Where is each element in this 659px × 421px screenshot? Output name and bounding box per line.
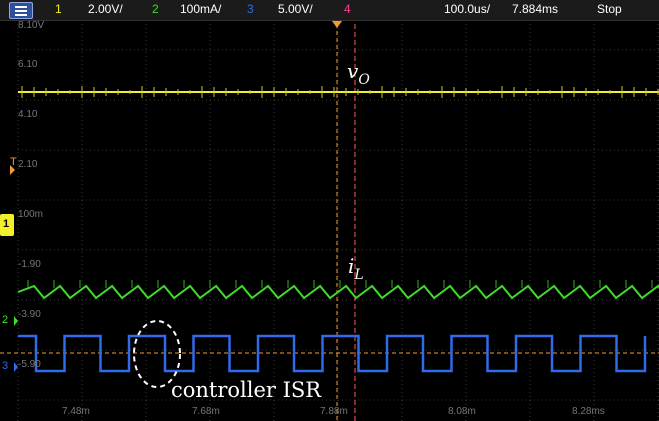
ch4-number[interactable]: 4 xyxy=(344,2,351,16)
timebase-setting[interactable]: 100.0us/ xyxy=(444,2,491,16)
y-label-6: -3.90 xyxy=(18,309,41,320)
il-annotation: iL xyxy=(348,254,364,283)
x-label-3: 8.08m xyxy=(448,406,476,417)
y-label-0: 8.10V xyxy=(18,20,45,31)
y-label-3: 2.10 xyxy=(18,159,38,170)
ch1-ground-marker[interactable] xyxy=(0,214,14,236)
x-label-1: 7.68m xyxy=(192,406,220,417)
x-label-0: 7.48m xyxy=(62,406,90,417)
ch2-noise-spikes xyxy=(27,280,653,288)
ch2-trace xyxy=(17,284,659,300)
trigger-position-icon[interactable] xyxy=(332,21,342,28)
ch3-ground-label: 3 xyxy=(2,360,9,372)
ch2-number[interactable]: 2 xyxy=(152,2,159,16)
trigger-level-label: T xyxy=(10,156,17,168)
ch3-number[interactable]: 3 xyxy=(247,2,254,16)
isr-highlight-circle xyxy=(133,320,181,388)
ch3-trace xyxy=(18,334,647,373)
ch1-scale[interactable]: 2.00V/ xyxy=(88,2,123,16)
y-label-4: 100m xyxy=(18,209,44,220)
ch1-number[interactable]: 1 xyxy=(55,2,62,16)
delay-setting[interactable]: 7.884ms xyxy=(512,2,559,16)
vo-annotation: vO xyxy=(347,59,370,88)
trigger-level-marker[interactable] xyxy=(10,165,15,175)
ch3-scale[interactable]: 5.00V/ xyxy=(278,2,313,16)
isr-annotation: controller ISR xyxy=(171,378,322,402)
y-label-7: -5.90 xyxy=(18,359,41,370)
ch3-ground-arrow[interactable] xyxy=(14,362,18,372)
y-label-2: 4.10 xyxy=(18,109,38,120)
ch1-ground-label: 1 xyxy=(3,218,10,230)
x-label-4: 8.28ms xyxy=(572,406,605,417)
ch2-ground-label: 2 xyxy=(2,314,9,326)
status-bar: 1 2.00V/ 2 100mA/ 3 5.00V/ 4 100.0us/ 7.… xyxy=(0,0,659,21)
y-label-1: 6.10 xyxy=(18,59,38,70)
menu-icon[interactable] xyxy=(9,2,33,19)
ch2-ground-arrow[interactable] xyxy=(14,316,18,326)
y-label-5: -1.90 xyxy=(18,259,41,270)
x-label-2: 7.88m xyxy=(320,406,348,417)
ch2-scale[interactable]: 100mA/ xyxy=(180,2,222,16)
ch1-noise-spikes xyxy=(21,86,659,98)
graticule xyxy=(17,24,659,421)
run-stop-status[interactable]: Stop xyxy=(597,2,622,16)
